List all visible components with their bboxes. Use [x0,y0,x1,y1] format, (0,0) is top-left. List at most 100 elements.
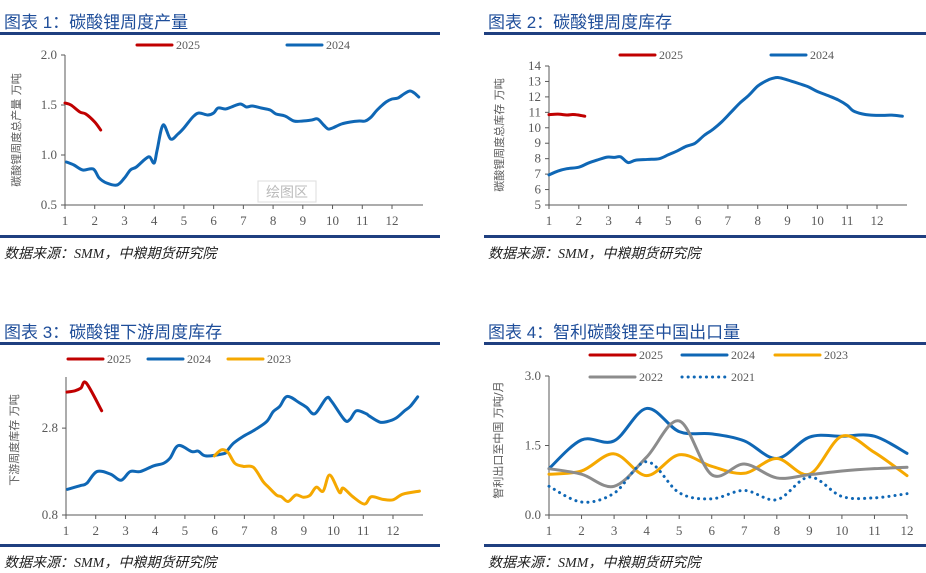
x-tick-label: 9 [784,213,791,228]
series-line-2024 [64,89,421,187]
x-tick-label: 11 [868,523,881,538]
x-tick-label: 9 [806,523,813,538]
legend-label-2025: 2025 [659,48,683,62]
y-axis-label: 下游周度库存 万吨 [7,394,21,486]
series-line-2023 [212,448,421,506]
chart-3-top-rule [0,342,440,345]
x-tick-label: 1 [546,523,553,538]
y-tick-label: 6 [535,182,542,197]
chart-4-bottom-rule [484,544,926,547]
chart-4-title: 图表 4：智利碳酸锂至中国出口量 [488,323,741,342]
x-tick-label: 10 [326,213,339,228]
x-tick-label: 7 [741,523,748,538]
y-tick-label: 0.0 [525,507,541,522]
legend-label-2024: 2024 [810,48,834,62]
x-tick-label: 4 [635,213,642,228]
x-tick-label: 9 [301,523,308,538]
x-tick-label: 4 [152,523,159,538]
chart-4-top-rule [484,342,926,345]
x-tick-label: 3 [605,213,612,228]
watermark-box [257,180,317,203]
watermark-label: 绘图区 [266,185,308,201]
x-tick-label: 5 [181,213,188,228]
y-tick-label: 0.5 [41,197,57,212]
x-tick-label: 1 [546,213,553,228]
y-tick-label: 1.0 [41,147,57,162]
x-tick-label: 7 [725,213,732,228]
chart-2-bottom-rule [484,235,926,238]
chart-3-source: 数据来源：SMM，中粮期货研究院 [4,556,217,571]
series-line-2024 [65,394,420,491]
x-tick-label: 8 [271,523,278,538]
chart-1-top-rule [0,32,440,35]
x-tick-label: 2 [576,213,583,228]
legend-label-2024: 2024 [731,348,755,362]
x-tick-label: 11 [356,213,369,228]
x-tick-label: 7 [240,213,247,228]
x-tick-label: 1 [63,523,70,538]
legend-label-2023: 2023 [824,348,848,362]
x-tick-label: 3 [121,213,128,228]
y-tick-label: 8 [535,151,542,166]
x-tick-label: 6 [695,213,702,228]
chart-4-source: 数据来源：SMM，中粮期货研究院 [488,556,701,571]
x-tick-label: 10 [835,523,848,538]
legend-label-2024: 2024 [187,352,211,366]
series-line-2021 [547,460,909,504]
y-axis-label: 智利出口至中国 万吨/月 [491,381,505,498]
chart-2-title: 图表 2：碳酸锂周度库存 [488,13,673,32]
y-tick-label: 10 [528,120,541,135]
x-tick-label: 3 [122,523,129,538]
y-tick-label: 0.8 [42,507,58,522]
x-tick-label: 12 [901,523,914,538]
y-axis-label: 碳酸锂周度总产量 万吨 [9,73,23,187]
legend-label-2021: 2021 [731,370,755,384]
legend-label-2024: 2024 [326,38,350,52]
x-tick-label: 3 [611,523,618,538]
chart-2-top-rule [484,32,926,35]
x-tick-label: 2 [578,523,585,538]
x-tick-label: 10 [811,213,824,228]
x-tick-label: 7 [241,523,248,538]
y-tick-label: 11 [528,104,541,119]
x-tick-label: 9 [300,213,307,228]
x-tick-label: 4 [151,213,158,228]
x-tick-label: 11 [357,523,370,538]
legend-label-2025: 2025 [639,348,663,362]
x-tick-label: 11 [841,213,854,228]
y-tick-label: 7 [535,166,542,181]
legend-label-2025: 2025 [107,352,131,366]
y-tick-label: 9 [535,135,542,150]
series-line-2025 [65,380,104,413]
y-tick-label: 1.5 [41,97,57,112]
x-tick-label: 4 [643,523,650,538]
x-tick-label: 5 [182,523,189,538]
x-tick-label: 12 [386,213,399,228]
x-tick-label: 12 [871,213,884,228]
y-tick-label: 2.0 [41,47,57,62]
chart-1-source: 数据来源：SMM，中粮期货研究院 [4,247,217,262]
y-axis-label: 碳酸锂周度总库存 万吨 [492,78,506,192]
x-tick-label: 1 [62,213,69,228]
y-tick-label: 12 [528,89,541,104]
legend-label-2025: 2025 [176,38,200,52]
x-tick-label: 8 [270,213,277,228]
y-tick-label: 2.8 [42,420,58,435]
chart-2-source: 数据来源：SMM，中粮期货研究院 [488,247,701,262]
x-tick-label: 6 [211,523,218,538]
series-line-2024 [547,76,904,177]
y-tick-label: 1.5 [525,438,541,453]
series-line-2022 [547,419,909,489]
x-tick-label: 8 [774,523,781,538]
chart-1-bottom-rule [0,235,440,238]
x-tick-label: 2 [91,213,98,228]
x-tick-label: 6 [210,213,217,228]
x-tick-label: 10 [327,523,340,538]
x-tick-label: 5 [676,523,683,538]
y-tick-label: 5 [535,197,542,212]
x-tick-label: 2 [92,523,99,538]
